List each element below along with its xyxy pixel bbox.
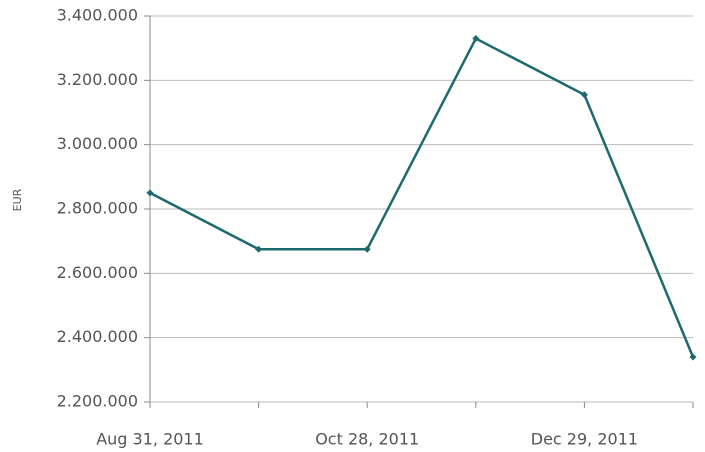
y-tick-label: 2.800.000 [57, 199, 138, 218]
y-tick-label: 3.200.000 [57, 70, 138, 89]
marker [472, 35, 480, 43]
marker [580, 91, 588, 99]
y-tick-label: 3.000.000 [57, 134, 138, 153]
line [149, 36, 695, 358]
y-tick-label: 2.600.000 [57, 263, 138, 282]
y-axis-label: EUR [11, 188, 24, 211]
x-tick-label: Oct 28, 2011 [315, 430, 419, 449]
x-tick-label: Dec 29, 2011 [531, 430, 638, 449]
y-tick-label: 2.200.000 [57, 392, 138, 411]
marker [146, 189, 154, 197]
marker [255, 245, 263, 253]
marker [689, 353, 697, 361]
y-tick-label: 3.400.000 [57, 6, 138, 25]
marker [363, 245, 371, 253]
x-tick-label: Aug 31, 2011 [96, 430, 204, 449]
y-tick-label: 2.400.000 [57, 327, 138, 346]
